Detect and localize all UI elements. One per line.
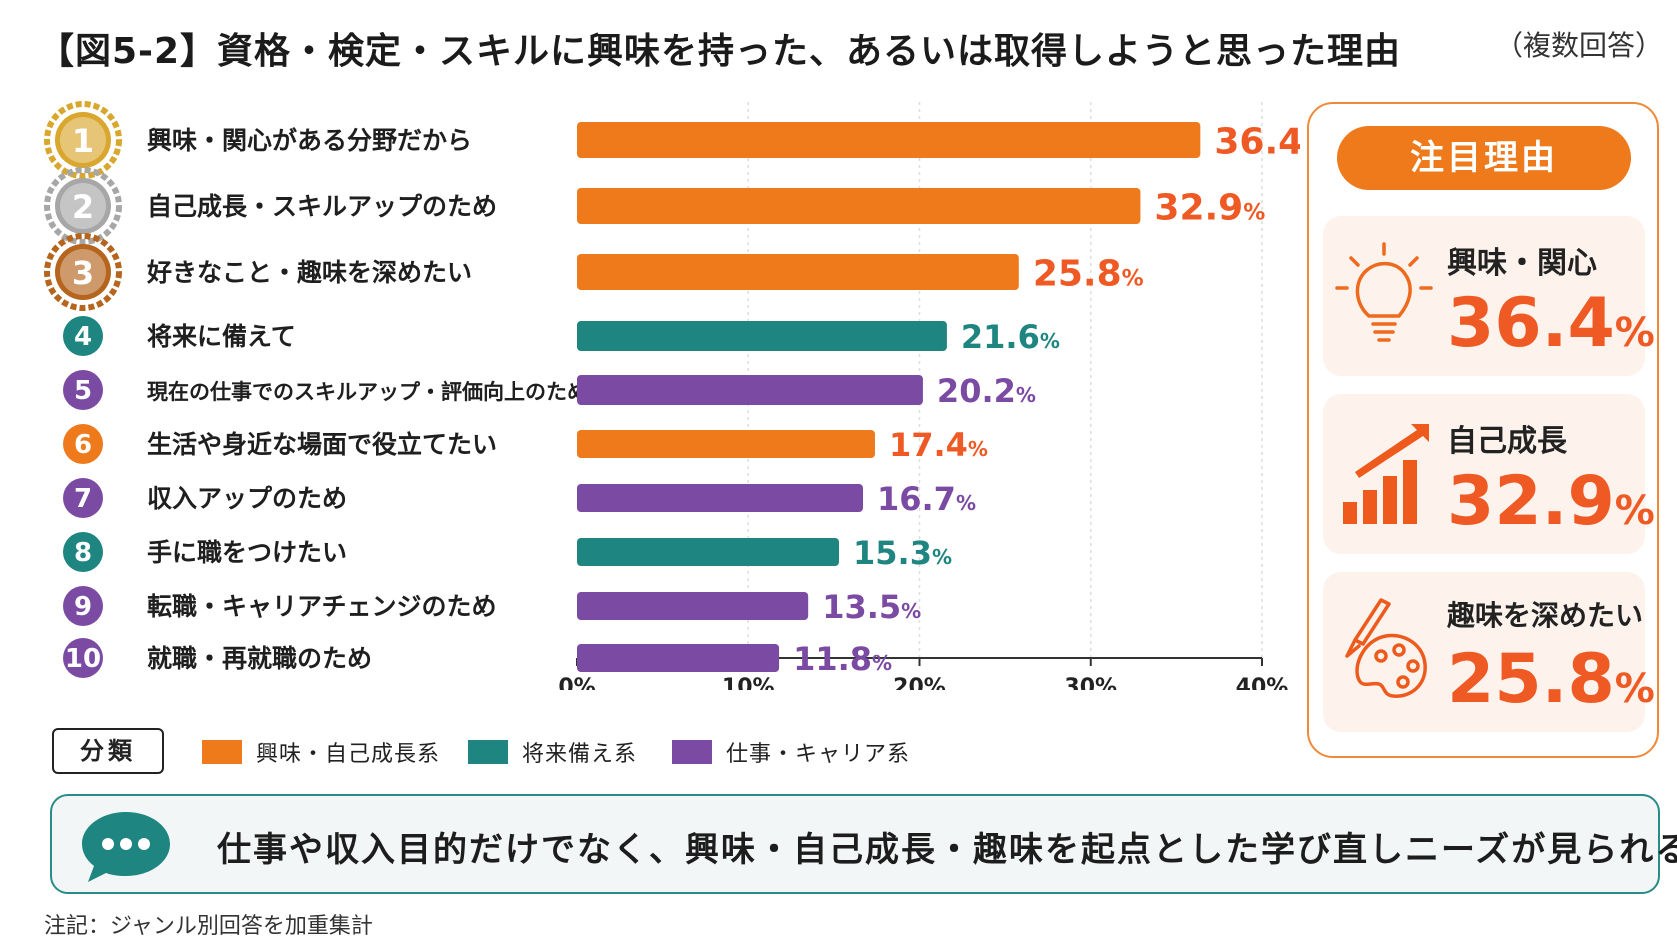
rank-number: 4 [74,322,92,352]
highlight-label: 自己成長 [1447,424,1567,459]
rank-number: 10 [65,644,101,674]
legend-label: 将来備え系 [522,742,638,767]
rank-badge [63,478,103,518]
x-tick-label: 30% [1064,675,1117,690]
bar [577,644,780,672]
legend-swatch [672,740,712,764]
highlight-value: 36.4% [1447,284,1655,363]
ranking-bar-chart: 0% 10% 20% 30% 40% 1 興味・関心がある分野だから 36.4% 2 自己成長・ス… [44,101,1300,690]
speech-bubble-icon [82,812,170,882]
panel-heading: 注目理由 [1337,126,1631,190]
rank-medal-laurel [44,233,122,311]
bar [577,122,1201,158]
legend-swatch [202,740,242,764]
footnote: 注記：ジャンル別回答を加重集計 [44,914,373,939]
rank-number: 8 [74,538,92,568]
bar [577,188,1141,224]
rank-badge [63,638,103,678]
highlight-label: 趣味を深めたい [1447,599,1644,632]
value-label: 21.6% [961,318,1060,356]
legend-label: 興味・自己成長系 [256,742,441,767]
summary-banner: 仕事や収入目的だけでなく、興味・自己成長・趣味を起点とした学び直しニーズが見られ… [50,794,1677,894]
value-label: 15.3% [853,534,952,572]
rank-medal-shine [60,249,106,295]
bar [577,484,863,512]
legend-label: 仕事・キャリア系 [726,742,911,767]
rank-number: 1 [72,122,94,160]
highlight-card-growth: 自己成長 32.9% [1323,394,1655,554]
rank-badge [63,586,103,626]
rank-medal-shine [60,117,106,163]
bar [577,538,840,566]
rank-number: 2 [72,188,94,226]
rank-badge [63,316,103,356]
rank-medal-laurel [44,167,122,245]
legend-title: 分類 [52,728,164,774]
value-label: 11.8% [793,640,892,678]
highlight-card-interest: 興味・関心 36.4% [1323,216,1655,376]
legend-item-career: 仕事・キャリア系 [672,736,911,767]
value-label: 13.5% [822,588,921,626]
title-note: （複数回答） [1495,29,1664,62]
bar [577,430,875,458]
bar [577,254,1019,290]
page-title: 【図5-2】資格・検定・スキルに興味を持った、あるいは取得しようと思った理由 [38,31,1402,72]
category-label: 収入アップのため [147,484,347,513]
highlight-value: 32.9% [1447,462,1655,541]
category-label: 自己成長・スキルアップのため [147,192,497,221]
value-label: 16.7% [877,480,976,518]
x-tick-label: 40% [1236,675,1289,690]
category-label: 好きなこと・趣味を深めたい [146,258,472,287]
highlight-panel: 注目理由 興味・関心 36.4% [1307,102,1659,758]
bar [577,592,809,620]
value-label: 17.4% [889,426,988,464]
rank-medal-shine [60,183,106,229]
highlight-label: 興味・関心 [1447,246,1597,281]
legend-item-future: 将来備え系 [468,736,638,767]
rank-badge [63,532,103,572]
palette-icon [1345,598,1427,698]
rank-number: 3 [72,254,94,292]
lightbulb-icon [1335,242,1433,342]
growth-chart-icon [1343,424,1429,524]
rank-medal [55,178,111,234]
value-label: 32.9% [1154,188,1265,229]
rank-number: 7 [74,484,92,514]
rank-medal [55,112,111,168]
category-label: 転職・キャリアチェンジのため [147,592,497,621]
rank-badge [63,370,103,410]
category-label: 手に職をつけたい [147,538,347,567]
rank-badge [63,424,103,464]
value-label: 20.2% [937,372,1036,410]
rank-number: 6 [74,430,92,460]
x-tick-label: 10% [722,675,775,690]
category-label: 就職・再就職のため [147,644,372,673]
category-label: 生活や身近な場面で役立てたい [147,430,497,459]
rank-medal [55,244,111,300]
category-label: 将来に備えて [147,322,296,351]
x-tick-label: 20% [893,675,946,690]
highlight-card-hobby: 趣味を深めたい 25.8% [1323,572,1655,732]
summary-message: 仕事や収入目的だけでなく、興味・自己成長・趣味を起点とした学び直しニーズが見られ… [217,830,1677,870]
bar [577,375,923,405]
legend-item-interest: 興味・自己成長系 [202,736,441,767]
x-tick-label: 0% [558,675,595,690]
highlight-value: 25.8% [1447,640,1655,719]
category-label: 興味・関心がある分野だから [147,126,472,155]
legend-swatch [468,740,508,764]
rank-medal-laurel [44,101,122,179]
category-label: 現在の仕事でのスキルアップ・評価向上のため [147,380,588,404]
rank-number: 9 [74,592,92,622]
value-label: 25.8% [1033,254,1144,295]
bar [577,321,947,351]
value-label: 36.4% [1214,122,1300,163]
rank-number: 5 [74,376,92,406]
